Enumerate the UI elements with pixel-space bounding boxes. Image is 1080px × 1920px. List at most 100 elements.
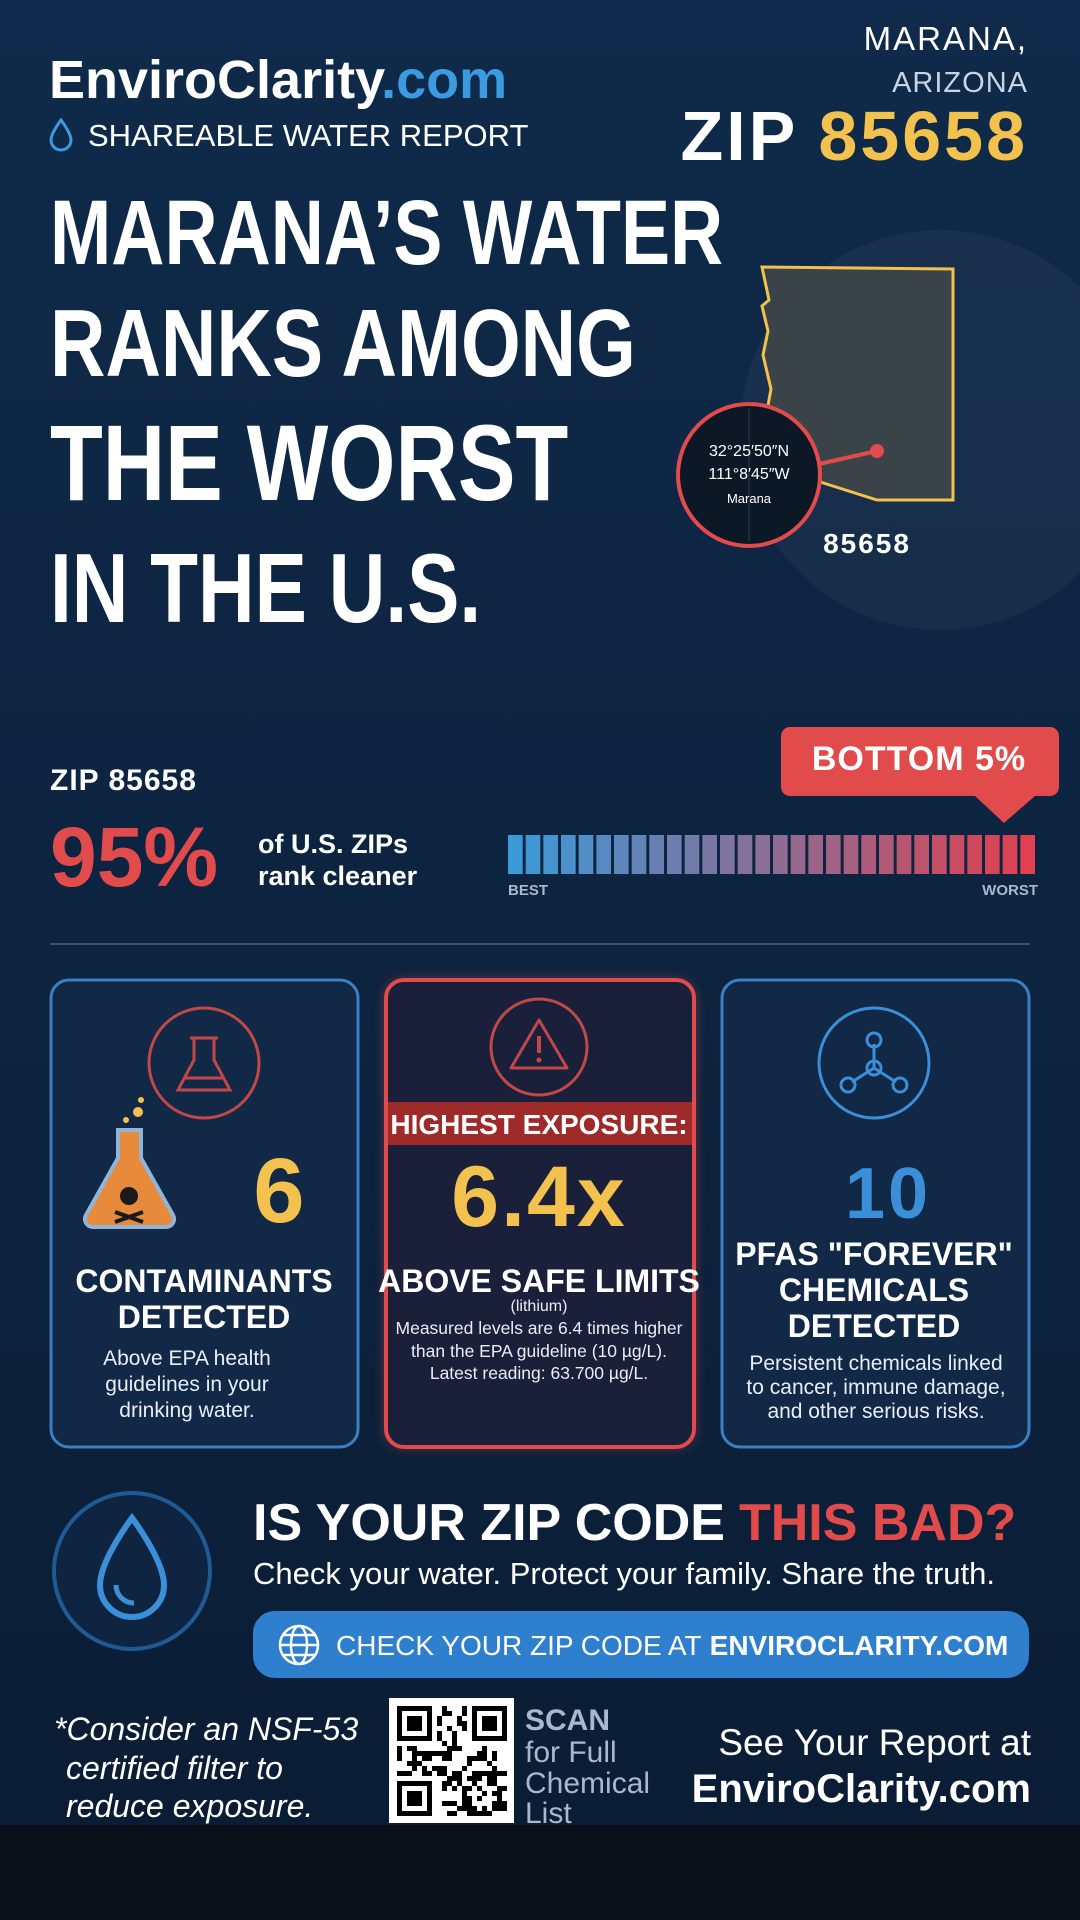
qr-cell [477,1751,482,1756]
qr-cell [487,1761,492,1766]
bar-segment [773,835,788,874]
qr-cell [422,1766,427,1771]
rank-caption: of U.S. ZIPs [258,829,408,859]
qr-cell [497,1801,502,1806]
qr-cell [497,1806,502,1811]
qr-cell [427,1771,432,1776]
qr-cell [437,1751,442,1756]
qr-cell [467,1796,472,1801]
qr-cell [457,1781,462,1786]
qr-cell [467,1776,472,1781]
bubble [123,1117,129,1123]
qr-cell [477,1771,482,1776]
qr-cell [492,1791,497,1796]
qr-cell [417,1751,422,1756]
rank-zip: ZIP 85658 [50,764,197,797]
qr-cell [477,1776,482,1781]
qr-cell [482,1751,487,1756]
globe-icon [278,1624,320,1666]
report-text: See Your Report at [718,1722,1031,1763]
card [384,978,696,1449]
card-text: and other serious risks. [767,1400,984,1423]
bar-segment [702,835,717,874]
headline-line: RANKS AMONG [50,290,636,397]
bubble [133,1107,143,1117]
qr-cell [442,1706,447,1711]
cta-button[interactable] [253,1611,1029,1678]
longitude: 111°8′45″W [708,466,790,483]
qr-cell [442,1786,447,1791]
bar-segment [896,835,912,874]
qr-cell [407,1746,412,1751]
qr-cell [437,1766,442,1771]
qr-cell [442,1771,447,1776]
card-figure: 10 [845,1154,931,1234]
qr-cell [467,1801,472,1806]
qr-cell [492,1806,497,1811]
qr-cell [492,1781,497,1786]
qr-cell [447,1711,452,1716]
qr-cell [437,1716,442,1721]
qr-cell [447,1781,452,1786]
qr-cell [477,1796,482,1801]
qr-cell [477,1811,482,1816]
card-note: (lithium) [511,1298,568,1315]
bar-segment [826,835,841,874]
qr-cell [467,1786,472,1791]
bar-segment [843,835,859,874]
qr-cell [452,1811,457,1816]
cta-tagline: Check your water. Protect your family. S… [253,1556,995,1591]
qr-finder [407,1791,422,1806]
site-name: EnviroClarity.com [49,50,507,110]
qr-cell [442,1741,447,1746]
bar-segment [914,835,929,874]
qr-cell [472,1781,477,1786]
bar-segment [561,835,576,874]
qr-cell [502,1786,507,1791]
headline-line: MARANA’S WATER [50,181,723,284]
qr-cell [442,1781,447,1786]
qr-cell [492,1751,497,1756]
card-text: Persistent chemicals linked [749,1352,1002,1375]
qr-cell [487,1781,492,1786]
button-text[interactable]: CHECK YOUR ZIP CODE AT ENVIROCLARITY.COM [336,1630,1008,1661]
qr-cell [412,1761,417,1766]
qr-cell [462,1786,467,1791]
card-text: Latest reading: 63.700 µg/L. [430,1363,648,1383]
bar-segment [614,835,629,874]
qr-cell [422,1751,427,1756]
qr-cell [412,1766,417,1771]
report-link[interactable]: EnviroClarity.com [692,1767,1031,1811]
qr-cell [492,1801,497,1806]
bubble [138,1097,144,1103]
qr-cell [497,1786,502,1791]
qr-cell [397,1751,402,1756]
qr-cell [412,1756,417,1761]
card-title: DETECTED [788,1308,960,1344]
qr-cell [492,1771,497,1776]
bar-segment [861,835,876,874]
banner-text: HIGHEST EXPOSURE: [390,1109,687,1140]
qr-cell [482,1791,487,1796]
card-text: Measured levels are 6.4 times higher [396,1318,683,1338]
footer-note: *Consider an NSF-53 [54,1711,358,1747]
qr-cell [497,1796,502,1801]
rank-percent: 95% [50,810,218,904]
card-figure: 6.4x [451,1149,626,1245]
qr-cell [462,1791,467,1796]
bar-segment [508,835,523,874]
pointer-line [809,449,878,468]
bar-segment [631,835,647,874]
qr-cell [467,1761,472,1766]
qr-cell [467,1811,472,1816]
qr-cell [452,1801,457,1806]
qr-finder [482,1716,497,1731]
qr-cell [407,1771,412,1776]
qr-cell [452,1736,457,1741]
qr-cell [457,1746,462,1751]
bar-segment [1002,835,1018,874]
place: Marana [727,491,772,506]
qr-cell [447,1811,452,1816]
map-zip: 85658 [823,528,911,559]
drop-icon [49,117,73,152]
